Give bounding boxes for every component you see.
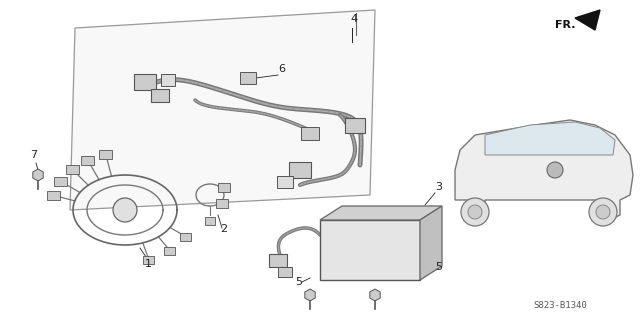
- Bar: [47, 191, 60, 200]
- Text: 3: 3: [435, 182, 442, 192]
- Circle shape: [547, 162, 563, 178]
- Polygon shape: [305, 289, 315, 301]
- Text: 6: 6: [278, 64, 285, 74]
- Bar: [180, 233, 191, 241]
- Text: FR.: FR.: [555, 20, 575, 30]
- Circle shape: [461, 198, 489, 226]
- Polygon shape: [575, 10, 600, 30]
- Bar: [134, 74, 156, 90]
- Bar: [218, 182, 230, 191]
- Circle shape: [468, 205, 482, 219]
- Circle shape: [113, 198, 137, 222]
- Bar: [240, 72, 256, 84]
- Bar: [216, 198, 228, 207]
- Bar: [161, 74, 175, 86]
- Text: S823-B1340: S823-B1340: [533, 301, 587, 310]
- Polygon shape: [420, 206, 442, 280]
- Polygon shape: [70, 10, 375, 210]
- Bar: [143, 256, 154, 264]
- Text: 2: 2: [220, 224, 227, 234]
- Polygon shape: [455, 120, 633, 220]
- Bar: [81, 156, 95, 165]
- Bar: [277, 176, 293, 188]
- Circle shape: [596, 205, 610, 219]
- Text: 5: 5: [295, 277, 302, 287]
- Bar: [151, 88, 169, 101]
- Bar: [205, 217, 215, 225]
- Bar: [278, 267, 292, 277]
- Text: 5: 5: [435, 262, 442, 272]
- Bar: [345, 117, 365, 132]
- Bar: [54, 177, 67, 186]
- Bar: [301, 127, 319, 139]
- Circle shape: [589, 198, 617, 226]
- Text: 4: 4: [350, 14, 357, 24]
- Bar: [66, 165, 79, 174]
- Polygon shape: [33, 169, 43, 181]
- Bar: [164, 247, 175, 255]
- Polygon shape: [320, 206, 442, 220]
- Polygon shape: [320, 220, 420, 280]
- Bar: [269, 254, 287, 266]
- Text: 1: 1: [145, 259, 152, 269]
- Bar: [289, 162, 311, 178]
- Bar: [99, 151, 113, 160]
- Text: 7: 7: [30, 150, 37, 160]
- Polygon shape: [370, 289, 380, 301]
- Polygon shape: [485, 122, 615, 155]
